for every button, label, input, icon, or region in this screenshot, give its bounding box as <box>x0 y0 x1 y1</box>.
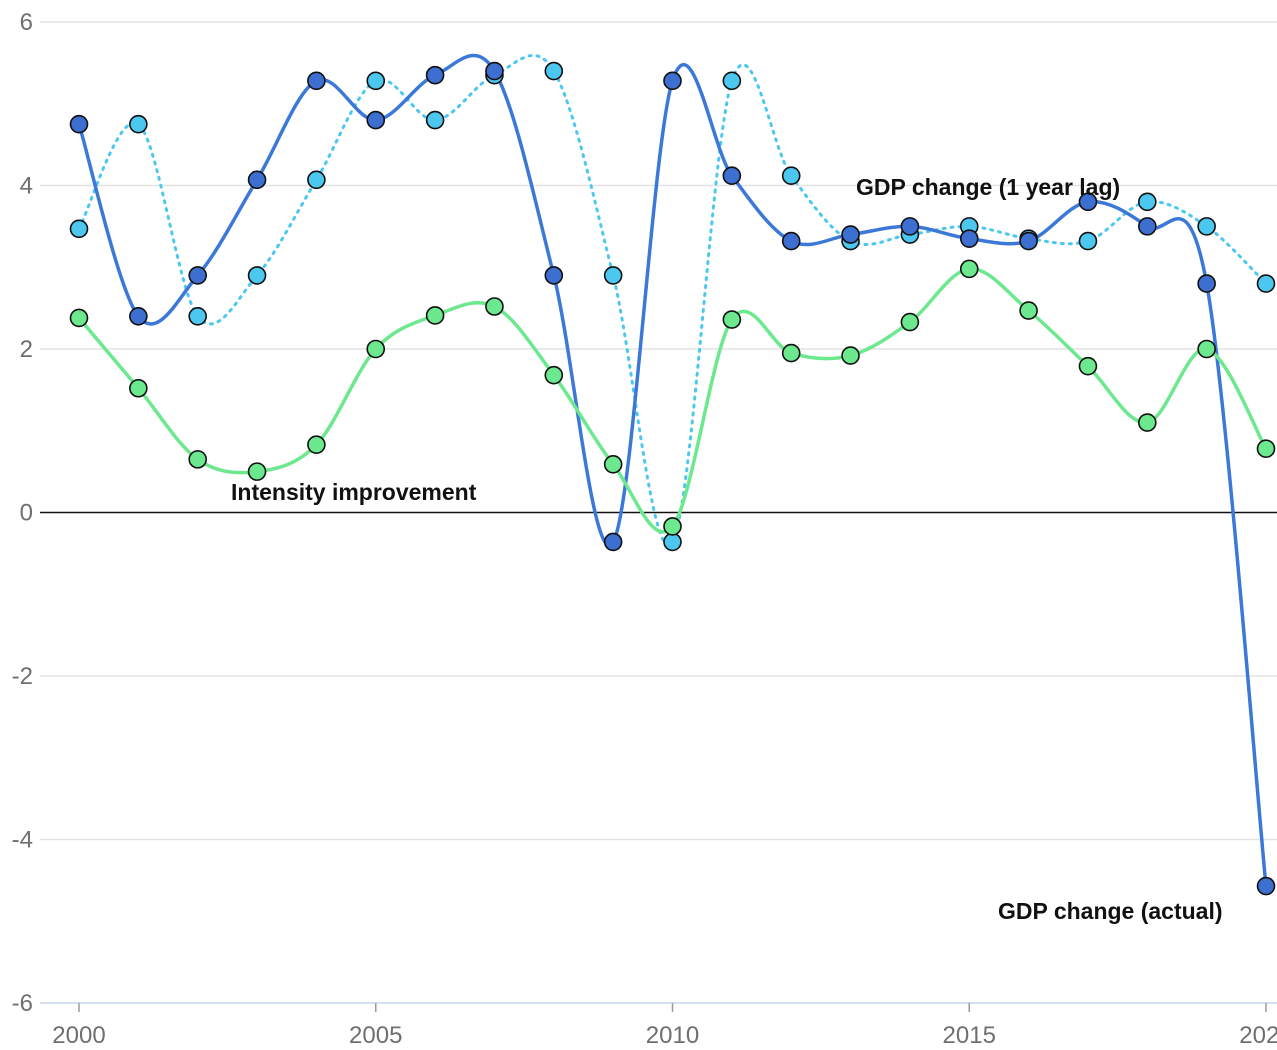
x-tick-label: 2020 <box>1239 1022 1277 1049</box>
x-tick-label: 2015 <box>943 1022 996 1049</box>
data-point-gdp-change-1-year-lag <box>129 114 148 134</box>
series-line-gdp-change-actual <box>77 53 1268 888</box>
data-point-intensity-improvement <box>781 343 801 363</box>
data-point-gdp-change-1-year-lag <box>69 219 89 239</box>
data-point-intensity-improvement <box>841 346 860 365</box>
data-point-intensity-improvement <box>900 312 920 332</box>
data-point-gdp-change-1-year-lag <box>1138 192 1157 212</box>
data-point-intensity-improvement <box>188 450 207 469</box>
y-tick-label: 0 <box>20 500 33 527</box>
data-point-intensity-improvement <box>69 308 89 328</box>
y-tick-label: -4 <box>12 827 33 854</box>
x-tick-label: 2005 <box>349 1022 402 1049</box>
y-tick-label: -2 <box>12 663 33 690</box>
data-points <box>69 61 1276 896</box>
data-point-gdp-change-actual <box>1078 192 1098 212</box>
x-axis-tick-labels: 2000 2005 2010 2015 2020 <box>52 1003 1277 1049</box>
data-point-gdp-change-actual <box>959 229 979 248</box>
data-point-gdp-change-1-year-lag <box>722 71 742 91</box>
data-point-gdp-change-actual <box>663 71 682 91</box>
y-tick-label: 4 <box>20 173 33 200</box>
data-point-intensity-improvement <box>366 339 386 359</box>
data-point-intensity-improvement <box>1197 339 1216 359</box>
data-point-gdp-change-1-year-lag <box>1078 231 1098 251</box>
data-point-intensity-improvement <box>129 378 148 398</box>
data-point-gdp-change-1-year-lag <box>307 170 326 190</box>
data-point-gdp-change-1-year-lag <box>544 61 564 81</box>
y-tick-label: 2 <box>20 336 33 363</box>
data-point-gdp-change-actual <box>1019 231 1038 251</box>
y-axis-tick-labels: -6 -4 -2 0 2 4 6 <box>12 9 33 1017</box>
gridlines <box>40 21 1277 1004</box>
data-point-gdp-change-actual <box>307 71 326 91</box>
series-annotations: GDP change (1 year lag) GDP change (actu… <box>231 174 1223 924</box>
data-point-gdp-change-actual <box>1138 217 1157 236</box>
data-point-gdp-change-actual <box>69 114 89 134</box>
data-point-intensity-improvement <box>959 259 979 279</box>
data-point-intensity-improvement <box>247 462 267 481</box>
data-point-intensity-improvement <box>663 517 682 536</box>
data-point-gdp-change-1-year-lag <box>1197 217 1216 236</box>
data-point-gdp-change-actual <box>544 266 564 285</box>
data-point-intensity-improvement <box>1078 356 1098 376</box>
annotation-gdp-actual: GDP change (actual) <box>998 898 1223 924</box>
data-point-intensity-improvement <box>425 306 445 325</box>
data-point-gdp-change-actual <box>841 225 860 244</box>
data-point-gdp-change-1-year-lag <box>366 71 386 91</box>
data-point-gdp-change-actual <box>722 166 742 185</box>
data-point-gdp-change-actual <box>1197 274 1216 293</box>
data-point-gdp-change-actual <box>129 306 148 326</box>
data-point-gdp-change-1-year-lag <box>1256 274 1276 293</box>
data-point-gdp-change-actual <box>247 170 267 190</box>
data-point-gdp-change-1-year-lag <box>425 110 445 130</box>
data-point-gdp-change-actual <box>781 231 801 251</box>
data-point-gdp-change-actual <box>188 266 207 285</box>
y-tick-label: -6 <box>12 990 33 1017</box>
data-point-gdp-change-1-year-lag <box>603 266 623 285</box>
data-point-intensity-improvement <box>722 310 742 329</box>
data-point-intensity-improvement <box>1138 413 1157 432</box>
data-point-gdp-change-actual <box>485 61 504 81</box>
data-point-intensity-improvement <box>307 435 326 454</box>
y-tick-label: 6 <box>20 9 33 36</box>
data-point-gdp-change-1-year-lag <box>663 532 682 552</box>
x-tick-label: 2000 <box>52 1022 105 1049</box>
x-tick-label: 2010 <box>646 1022 699 1049</box>
data-point-gdp-change-actual <box>1256 876 1276 896</box>
data-point-intensity-improvement <box>603 454 623 474</box>
data-point-intensity-improvement <box>485 297 504 316</box>
data-point-gdp-change-1-year-lag <box>188 306 207 326</box>
data-point-gdp-change-actual <box>366 110 386 130</box>
data-point-intensity-improvement <box>544 365 564 385</box>
data-point-gdp-change-actual <box>425 65 445 85</box>
annotation-intensity: Intensity improvement <box>231 479 477 505</box>
data-point-gdp-change-1-year-lag <box>781 166 801 185</box>
data-point-intensity-improvement <box>1256 439 1276 459</box>
data-point-gdp-change-actual <box>900 217 920 236</box>
data-point-intensity-improvement <box>1019 301 1038 320</box>
data-point-gdp-change-1-year-lag <box>247 266 267 285</box>
annotation-gdp-lag: GDP change (1 year lag) <box>856 174 1120 200</box>
data-point-gdp-change-actual <box>603 532 623 552</box>
